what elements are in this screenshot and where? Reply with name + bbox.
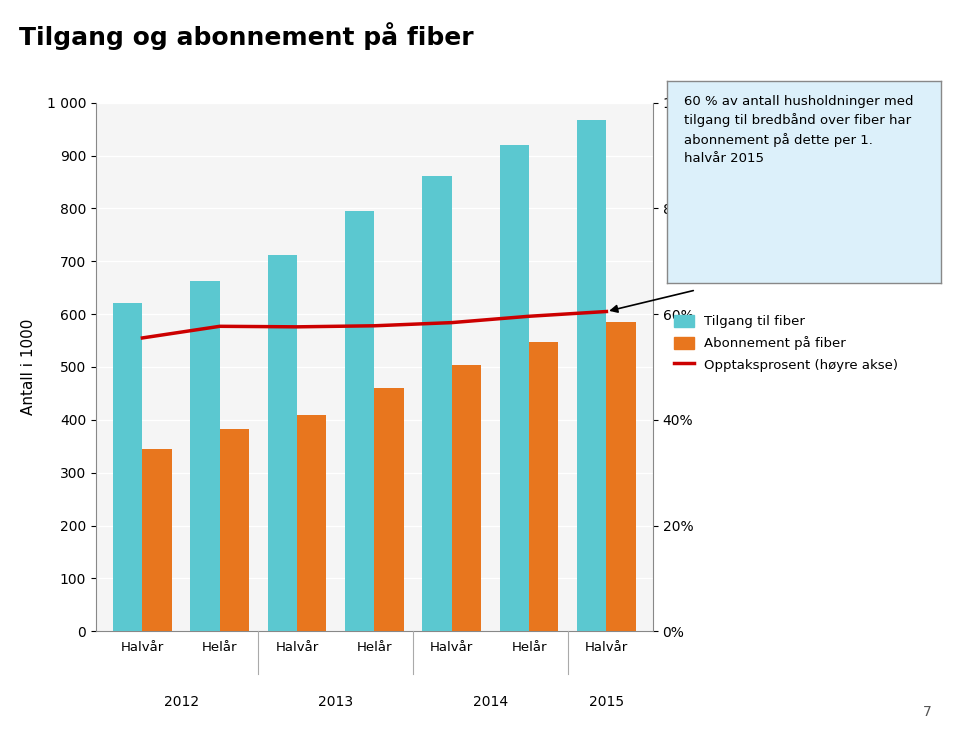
- Text: Tilgang og abonnement på fiber: Tilgang og abonnement på fiber: [19, 22, 474, 50]
- Bar: [529, 341, 559, 631]
- Bar: [422, 175, 452, 631]
- Legend: Tilgang til fiber, Abonnement på fiber, Opptaksprosent (høyre akse): Tilgang til fiber, Abonnement på fiber, …: [674, 315, 899, 371]
- Bar: [190, 281, 220, 631]
- Bar: [607, 322, 636, 631]
- Bar: [499, 145, 529, 631]
- Bar: [452, 366, 481, 631]
- Y-axis label: Antall i 1000: Antall i 1000: [21, 319, 36, 415]
- Bar: [345, 211, 374, 631]
- Bar: [577, 120, 607, 631]
- Bar: [268, 255, 297, 631]
- Text: 2014: 2014: [473, 694, 508, 708]
- Bar: [220, 429, 249, 631]
- Bar: [142, 449, 172, 631]
- Text: 2012: 2012: [163, 694, 199, 708]
- Bar: [297, 415, 326, 631]
- Text: 2015: 2015: [588, 694, 624, 708]
- Text: 7: 7: [923, 705, 931, 719]
- Bar: [374, 388, 404, 631]
- Text: 60 % av antall husholdninger med
tilgang til bredbånd over fiber har
abonnement : 60 % av antall husholdninger med tilgang…: [684, 95, 913, 164]
- Bar: [113, 302, 142, 631]
- Text: 2013: 2013: [318, 694, 353, 708]
